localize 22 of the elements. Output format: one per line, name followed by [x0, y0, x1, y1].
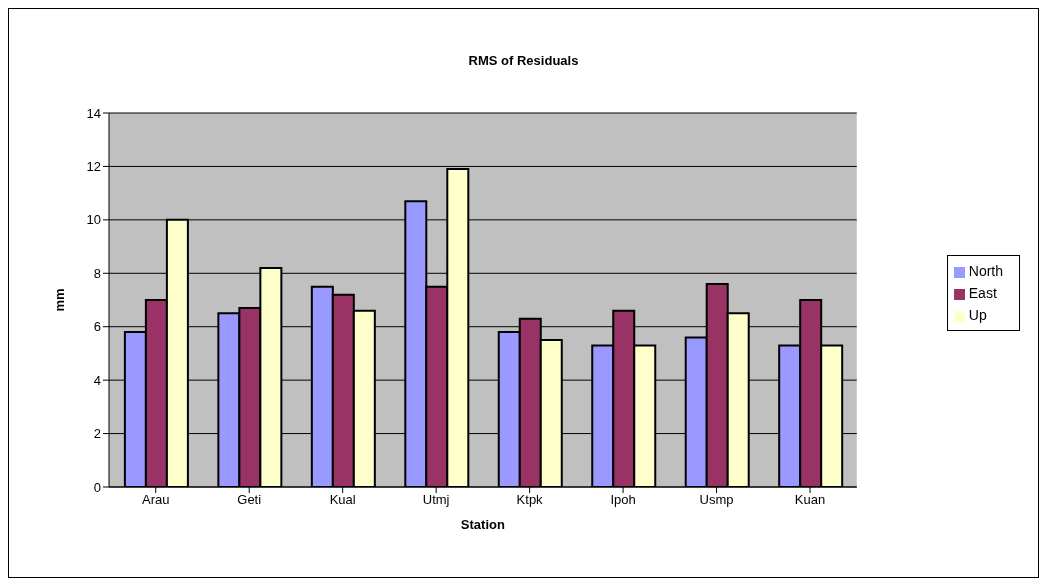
- x-tick-label: Ipoh: [610, 492, 636, 508]
- y-tick-label: 14: [86, 105, 101, 121]
- y-tick-label: 12: [86, 159, 101, 175]
- x-tick-label: Arau: [142, 492, 170, 508]
- y-tick-label: 4: [93, 372, 101, 388]
- x-tick-label: Geti: [237, 492, 262, 508]
- y-tick-label: 2: [93, 426, 101, 442]
- y-tick-label: 0: [93, 479, 101, 495]
- y-axis-title: mm: [51, 288, 67, 312]
- legend-label: Up: [968, 307, 987, 323]
- x-tick-label: Kuan: [794, 492, 826, 508]
- x-axis-title: Station: [460, 517, 505, 532]
- y-tick-label: 8: [93, 265, 101, 281]
- x-tick-label: Ktpk: [516, 492, 544, 508]
- chart-title: RMS of Residuals: [467, 53, 580, 68]
- legend-label: North: [968, 263, 1003, 279]
- y-tick-label: 10: [86, 212, 101, 228]
- x-tick-label: Kual: [329, 492, 356, 508]
- x-tick-label: Utmj: [422, 492, 450, 508]
- x-tick-label: Usmp: [699, 492, 734, 508]
- y-tick-label: 6: [93, 319, 101, 335]
- legend-label: East: [968, 285, 997, 301]
